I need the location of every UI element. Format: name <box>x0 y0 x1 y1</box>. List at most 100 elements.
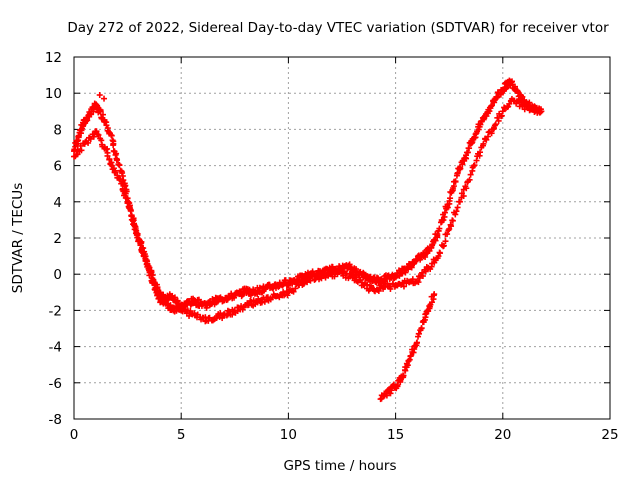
lower-band-point <box>300 280 307 287</box>
lower-band-point <box>452 211 459 218</box>
main-band-point <box>436 225 443 232</box>
lower-band-point <box>187 307 194 314</box>
y-tick-label: 8 <box>53 122 62 138</box>
y-tick-label: 0 <box>53 267 62 283</box>
lower-band-point <box>86 134 93 141</box>
lower-band-point <box>126 204 133 211</box>
lower-band-point <box>444 231 451 238</box>
late-arc-point <box>400 372 407 379</box>
lower-band-point <box>466 176 473 183</box>
lower-band-point <box>130 215 137 222</box>
main-band-point <box>434 231 441 238</box>
lower-band-point <box>460 193 467 200</box>
main-band-point <box>526 99 533 106</box>
main-band-point <box>440 217 447 224</box>
lower-band-point <box>154 284 161 291</box>
lower-band-point <box>163 297 170 304</box>
y-tick-label: 10 <box>45 86 62 102</box>
x-tick-label: 25 <box>601 427 618 443</box>
lower-band-point <box>454 204 461 211</box>
lower-band-point <box>499 108 506 115</box>
late-arc-point <box>414 339 421 346</box>
lower-band-point <box>292 285 299 292</box>
grid-lines <box>74 57 610 419</box>
lower-band-point <box>448 223 455 230</box>
main-band-point <box>459 161 466 168</box>
lower-band-point <box>116 176 123 183</box>
lower-band-point <box>85 139 92 146</box>
x-axis-label: GPS time / hours <box>283 458 396 474</box>
x-tick-label: 10 <box>280 427 297 443</box>
lower-band-point <box>437 250 444 257</box>
lower-band-point <box>104 152 111 159</box>
x-tick-label: 5 <box>177 427 186 443</box>
lower-band-point <box>93 128 100 135</box>
lower-band-point <box>498 112 505 119</box>
lower-band-point <box>284 292 291 299</box>
outlier-point <box>96 92 103 99</box>
lower-band-point <box>309 271 316 278</box>
lower-band-point <box>480 140 487 147</box>
y-tick-label: -2 <box>49 303 62 319</box>
y-tick-label: -6 <box>49 376 62 392</box>
y-tick-label: 6 <box>53 159 62 175</box>
lower-band-point <box>494 114 501 121</box>
main-band-point <box>519 93 526 100</box>
lower-band-point <box>134 230 141 237</box>
y-tick-labels: -8 -6 -4 -2 0 2 4 6 8 10 12 <box>45 50 62 428</box>
main-band-point <box>195 296 202 303</box>
lower-band-point <box>119 180 126 187</box>
main-band-point <box>466 145 473 152</box>
late-arc-point <box>415 330 422 337</box>
outlier-point <box>101 95 108 102</box>
main-band-point <box>488 102 495 109</box>
late-arc-point <box>405 357 412 364</box>
lower-band-point <box>477 149 484 156</box>
lower-band-point <box>495 117 502 124</box>
lower-band-point <box>364 281 371 288</box>
main-band-point <box>115 161 122 168</box>
lower-band-point <box>87 135 94 142</box>
main-band-point <box>408 264 415 271</box>
main-band-point <box>114 156 121 163</box>
main-band-point <box>432 237 439 244</box>
x-tick-label: 0 <box>70 427 79 443</box>
lower-band-point <box>442 238 449 245</box>
lower-band-point <box>491 122 498 129</box>
late-arc-point <box>431 291 438 298</box>
lower-band-point <box>95 131 102 138</box>
lower-band-point <box>223 312 230 319</box>
y-axis-label: SDTVAR / TECUs <box>10 183 26 293</box>
main-band-point <box>97 108 104 115</box>
lower-band-point <box>456 198 463 205</box>
lower-band-point <box>136 237 143 244</box>
late-arc-point <box>428 299 435 306</box>
late-arc-point <box>418 325 425 332</box>
lower-band-point <box>525 102 532 109</box>
main-band-point <box>231 294 238 301</box>
lower-band-point <box>463 185 470 192</box>
late-arc-point <box>407 353 414 360</box>
main-band-point <box>99 111 106 118</box>
late-arc-point <box>402 367 409 374</box>
main-band-point <box>113 150 120 157</box>
lower-band-point <box>140 253 147 260</box>
y-tick-label: 12 <box>45 50 62 66</box>
main-band-point <box>457 165 464 172</box>
lower-band-point <box>492 121 499 128</box>
main-band-point <box>538 108 545 115</box>
lower-band-point <box>531 108 538 115</box>
lower-band-point <box>146 264 153 271</box>
lower-band-point <box>400 283 407 290</box>
lower-band-point <box>132 224 139 231</box>
y-tick-label: -4 <box>49 340 62 356</box>
y-tick-label: -8 <box>49 412 62 428</box>
lower-band-point <box>440 242 447 249</box>
lower-band-point <box>483 136 490 143</box>
lower-band-point <box>453 208 460 215</box>
late-arc-point <box>397 379 404 386</box>
main-band-point <box>116 162 123 169</box>
lower-band-point <box>419 273 426 279</box>
y-tick-label: 4 <box>53 195 62 211</box>
